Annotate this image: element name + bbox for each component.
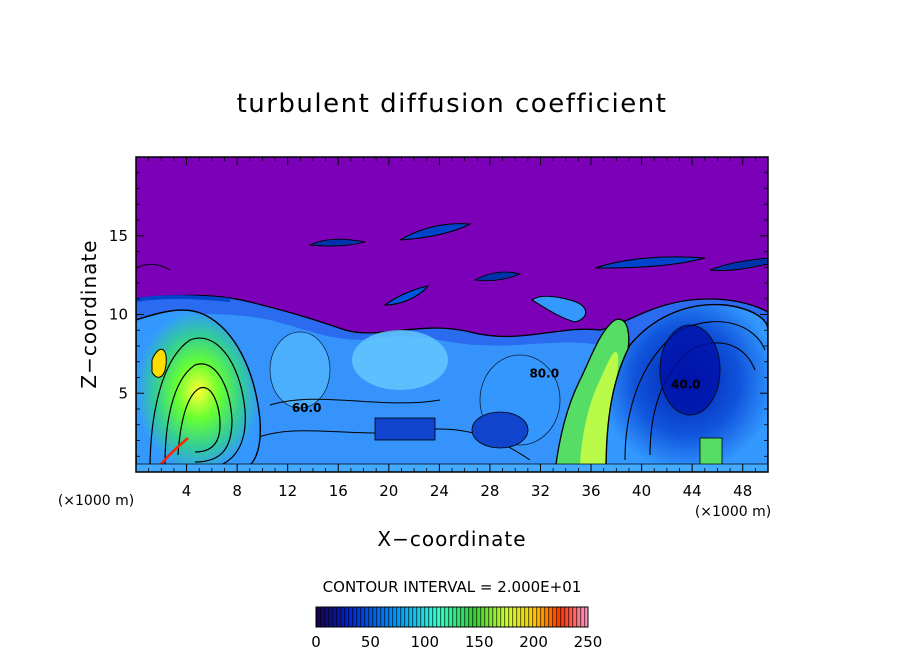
right-dome-green-patch (699, 437, 723, 469)
x-tick-label: 8 (232, 482, 242, 500)
x-tick-label: 48 (733, 482, 752, 500)
y-axis-label: Z−coordinate (77, 239, 101, 388)
dark-blue-patch (374, 417, 436, 441)
y-tick-label: 5 (118, 384, 128, 402)
y-tick-label: 10 (109, 306, 128, 324)
contour-interval-label: CONTOUR INTERVAL = 2.000E+01 (323, 578, 582, 596)
plot-area (136, 157, 768, 472)
colorbar-ticks: 0 50 100 150 200 250 (311, 633, 602, 651)
colorbar-tick-label: 250 (574, 633, 603, 651)
x-axis-label: X−coordinate (377, 527, 526, 551)
colorbar-stripes (316, 607, 588, 627)
contour-value-label: 40.0 (671, 378, 701, 392)
left-edge-layer (136, 295, 231, 302)
central-swirl-b (269, 331, 331, 409)
upper-layer-8 (136, 263, 171, 271)
contour-value-label: 60.0 (292, 401, 322, 415)
x-tick-label: 32 (531, 482, 550, 500)
right-dome-core (659, 324, 721, 416)
y-tick-label: 15 (109, 227, 128, 245)
colorbar-tick-label: 50 (361, 633, 380, 651)
x-tick-label: 20 (379, 482, 398, 500)
x-tick-label: 28 (480, 482, 499, 500)
x-tick-label: 24 (430, 482, 449, 500)
x-unit-label: (×1000 m) (695, 504, 771, 520)
left-vortex-contour-3 (177, 387, 221, 456)
central-swirl-e (269, 398, 441, 406)
colorbar (315, 606, 589, 628)
x-tick-label: 44 (683, 482, 702, 500)
contour-labels: 60.0 80.0 40.0 (292, 367, 701, 416)
colorbar-frame (315, 606, 589, 628)
dark-blue-patch-2 (471, 411, 529, 449)
x-tick-label: 36 (581, 482, 600, 500)
x-tick-label: 4 (182, 482, 192, 500)
colorbar-tick-label: 200 (519, 633, 548, 651)
left-vortex-contour-2 (164, 363, 233, 466)
x-tick-label: 16 (329, 482, 348, 500)
central-swirl-a (352, 330, 448, 390)
upper-layer-5 (383, 285, 430, 306)
colorbar-tick-label: 150 (465, 633, 494, 651)
contour-value-label: 80.0 (529, 367, 559, 381)
upper-layer-2 (308, 238, 366, 247)
upper-layer-4 (709, 257, 768, 271)
convective-column-inner (580, 352, 619, 465)
upper-layer-7 (473, 271, 522, 282)
colorbar-tick-label: 100 (410, 633, 439, 651)
chart-title: turbulent diffusion coefficient (237, 89, 668, 119)
left-hotspot (151, 348, 167, 378)
left-vortex-contour-1 (149, 337, 246, 471)
upper-layer-3 (594, 256, 706, 269)
colorbar-tick-label: 0 (311, 633, 321, 651)
x-tick-label: 40 (632, 482, 651, 500)
z-unit-label: (×1000 m) (58, 493, 134, 509)
upper-layer-1 (399, 223, 472, 241)
x-tick-label: 12 (278, 482, 297, 500)
upper-layer-6 (531, 295, 587, 323)
